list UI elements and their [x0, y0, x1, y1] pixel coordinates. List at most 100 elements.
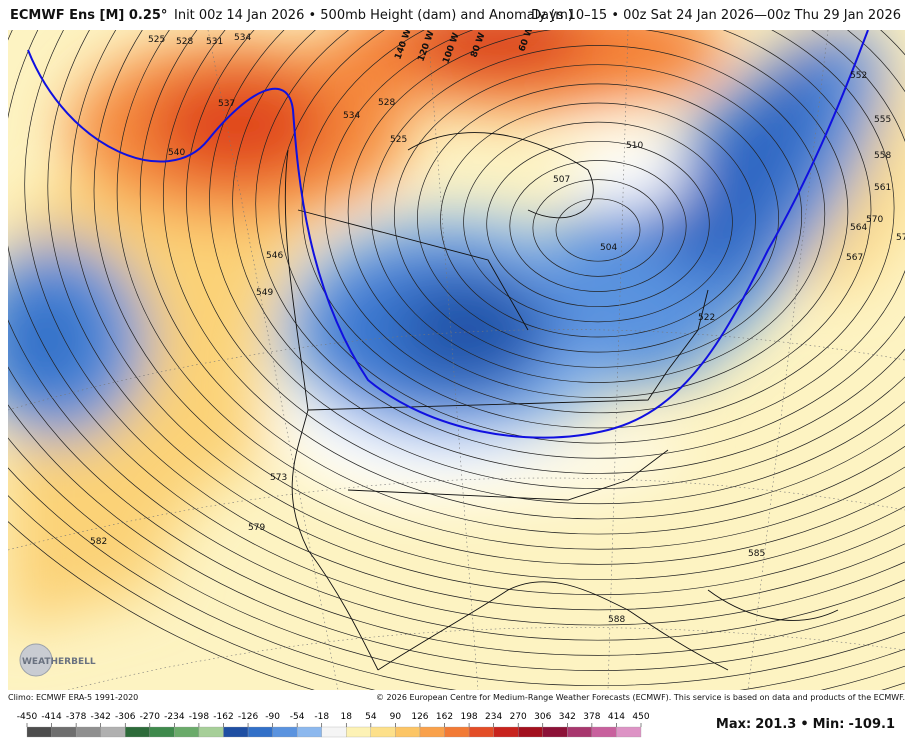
contour-label: 531 [206, 37, 223, 47]
colorbar-label: 414 [608, 712, 625, 722]
colorbar-label: 126 [411, 712, 428, 722]
anomaly-contour [27, 30, 869, 439]
contour-line [8, 30, 905, 626]
colorbar-label: -126 [238, 712, 259, 722]
colorbar-label: 90 [390, 712, 402, 722]
colorbar-label: -198 [189, 712, 210, 722]
colorbar-swatch [75, 726, 101, 738]
contour-line [555, 198, 641, 262]
colorbar-swatch [468, 726, 494, 738]
colorbar-label: -18 [314, 712, 329, 722]
contour-label: 549 [256, 288, 273, 298]
copyright-text: © 2026 European Centre for Medium-Range … [376, 693, 905, 702]
separator: • [800, 717, 809, 732]
contour-line [509, 160, 687, 292]
stats: Max: 201.3 • Min: -109.1 [716, 717, 899, 732]
colorbar-label: 378 [583, 712, 600, 722]
colorbar-swatch [297, 726, 322, 738]
contour-label: 558 [874, 151, 891, 161]
colorbar-label: 234 [485, 712, 502, 722]
colorbar-swatch [272, 726, 298, 738]
contour-label: 537 [218, 99, 235, 109]
min-value: -109.1 [848, 717, 895, 732]
colorbar-swatch [591, 726, 617, 738]
contour-label: 522 [698, 313, 715, 323]
contour-line [393, 64, 803, 368]
logo-text: WEATHERBELL [22, 657, 96, 667]
contour-line [324, 30, 872, 414]
valid-text: Days 10–15 • 00z Sat 24 Jan 2026—00z Thu… [531, 8, 901, 23]
contour-line [8, 404, 905, 671]
contour-line [417, 83, 779, 353]
logo: WEATHERBELL [19, 643, 96, 677]
contour-label: 585 [748, 549, 765, 559]
contour-line [8, 437, 905, 686]
contour-line [8, 366, 905, 656]
colorbar-swatch [223, 726, 249, 738]
colorbar-label: 198 [460, 712, 477, 722]
colorbar-label: 342 [559, 712, 576, 722]
title: ECMWF Ens [M] 0.25° [10, 8, 168, 23]
contour-line [532, 179, 664, 277]
contour-label: 504 [600, 243, 617, 253]
colorbar-swatch [198, 726, 224, 738]
colorbar-label: 54 [365, 712, 377, 722]
contour-label: 579 [248, 523, 265, 533]
anomaly-field [8, 30, 905, 690]
contour-line [163, 30, 905, 520]
contour-line [463, 121, 733, 323]
contour-label: 552 [850, 71, 867, 81]
colorbar-swatch [395, 726, 421, 738]
colorbar-swatch [321, 726, 347, 738]
contour-label: 540 [168, 148, 185, 158]
colorbar-swatch [100, 726, 126, 738]
contour-line [278, 30, 905, 444]
header: ECMWF Ens [M] 0.25° Init 00z 14 Jan 2026… [0, 0, 913, 30]
contour-label: 534 [343, 111, 360, 121]
colorbar-label: -270 [140, 712, 161, 722]
contour-line [139, 30, 905, 535]
min-label: Min: [812, 717, 845, 732]
colorbar-swatch [346, 726, 371, 738]
contour-label: 555 [874, 115, 891, 125]
colorbar-label: 18 [341, 712, 353, 722]
contour-line [255, 30, 905, 459]
contour-line [93, 30, 905, 565]
contour-line [186, 30, 905, 505]
contour-line [486, 140, 710, 308]
contour-label: 561 [874, 183, 891, 193]
contour-label: 570 [866, 215, 883, 225]
colorbar-swatch [518, 726, 543, 738]
colorbar-swatch [26, 726, 52, 738]
colorbar-label: -414 [41, 712, 62, 722]
colorbar-swatch [444, 726, 470, 738]
contour-line [70, 30, 905, 580]
contour-line [8, 30, 905, 641]
contour-label: 576 [896, 233, 905, 243]
colorbar: -450 -414 -378 -342 -306 -270 -234 -198 -162 -126… [17, 712, 650, 738]
footer: Climo: ECMWF ERA-5 1991-2020 © 2026 Euro… [0, 691, 913, 705]
contours [8, 30, 905, 690]
max-value: 201.3 [755, 717, 797, 732]
contour-label: 528 [176, 37, 193, 47]
contour-line [370, 45, 826, 383]
colorbar-label: -342 [90, 712, 110, 722]
contour-label: 507 [553, 175, 570, 185]
contour-label: 582 [90, 537, 107, 547]
colorbar-swatch [247, 726, 273, 738]
colorbar-label: 306 [534, 712, 551, 722]
climo-text: Climo: ECMWF ERA-5 1991-2020 [8, 693, 139, 702]
max-label: Max: [715, 717, 752, 732]
contour-label: 567 [846, 253, 863, 263]
contour-label: 534 [234, 33, 251, 43]
map: 525 528 531 534 537 540 546 549 534 528 525 552 555 5… [8, 30, 905, 690]
contour-line [440, 102, 756, 338]
colorbar-label: -450 [17, 712, 38, 722]
colorbar-swatch [493, 726, 519, 738]
contour-line [301, 30, 895, 429]
colorbar-label: -378 [66, 712, 87, 722]
colorbar-swatch [174, 726, 200, 738]
init-text: Init 00z 14 Jan 2026 • 500mb Height (dam… [174, 8, 573, 23]
colorbar-swatch [370, 726, 396, 738]
